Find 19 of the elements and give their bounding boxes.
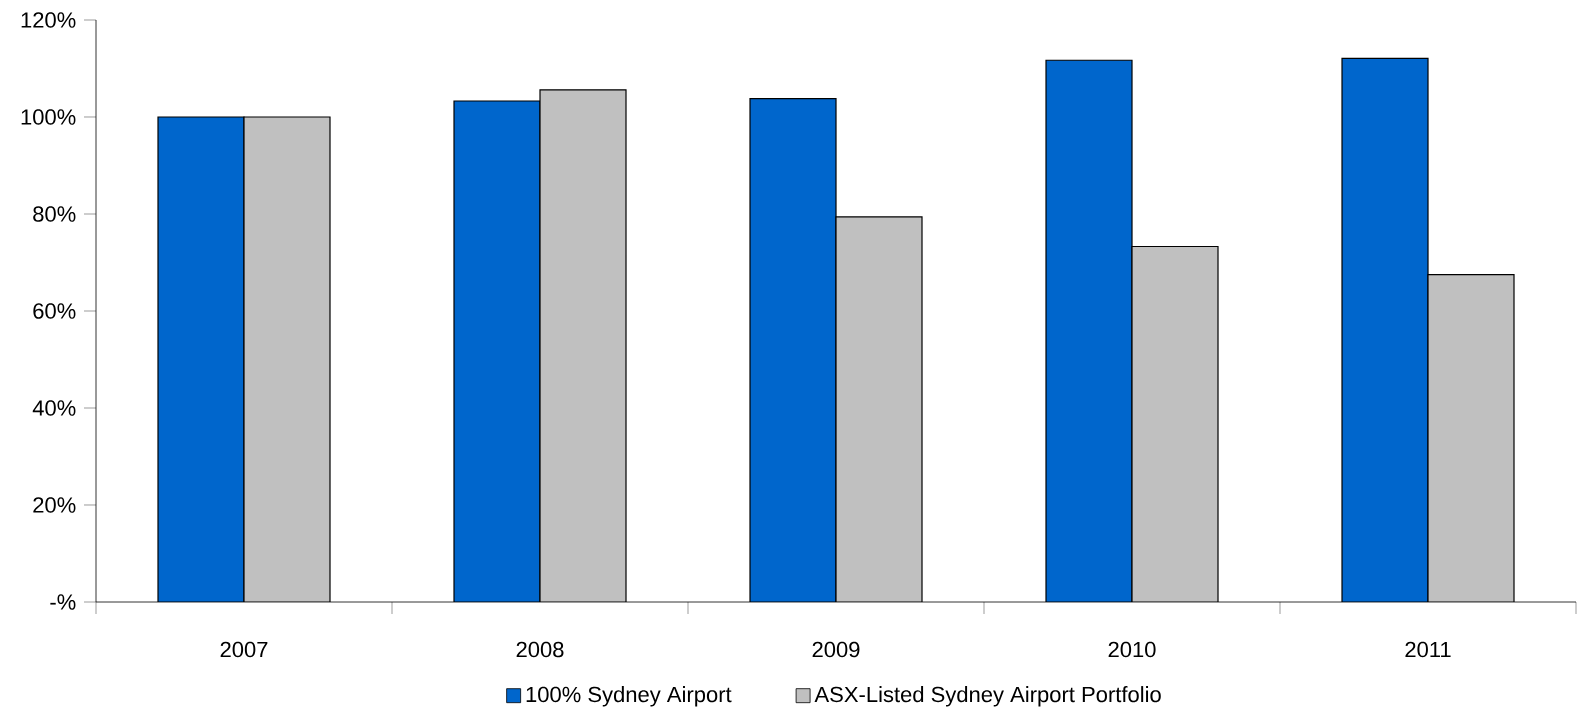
bar <box>1046 60 1133 602</box>
x-tick-label: 2010 <box>1108 641 1156 658</box>
y-tick-label: -% <box>50 594 76 610</box>
x-tick-label: 2008 <box>516 641 564 658</box>
bar <box>1341 57 1429 602</box>
bar <box>158 117 244 602</box>
x-tick-label: 2009 <box>812 641 860 658</box>
y-tick-label: 40% <box>32 400 76 416</box>
y-tick-label: 60% <box>33 303 76 319</box>
x-tick-label: 2011 <box>1405 641 1451 658</box>
bar <box>750 98 837 602</box>
y-tick-label: 100% <box>21 109 76 125</box>
legend-label: 100% Sydney Airport <box>526 686 732 707</box>
y-tick-label: 80% <box>33 206 76 222</box>
y-tick-label: 120% <box>21 12 76 28</box>
x-tick-label: 2007 <box>220 641 268 658</box>
y-tick-label: 20% <box>33 497 76 513</box>
bar <box>454 100 541 602</box>
legend-label: ASX-Listed Sydney Airport Portfolio <box>814 686 1161 707</box>
